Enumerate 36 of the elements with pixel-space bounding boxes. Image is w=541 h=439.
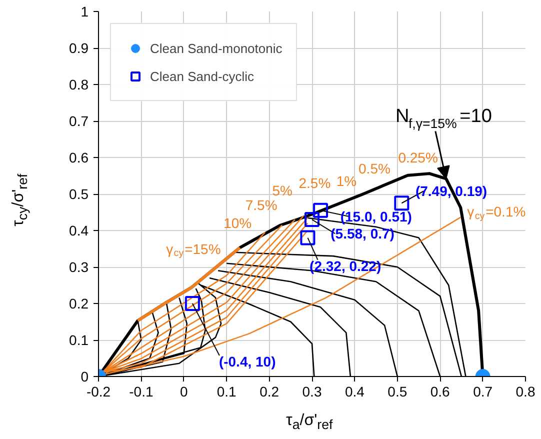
x-tick-label: 0.1 — [216, 384, 237, 400]
x-tick-label: 0.3 — [302, 384, 322, 400]
y-tick-label: 1 — [80, 4, 89, 20]
x-tick-label: -0.2 — [86, 384, 111, 400]
data-label: (7.49, 0.19) — [415, 183, 488, 200]
y-tick-label: 0.6 — [69, 150, 89, 166]
y-tick-label: 0.5 — [69, 186, 89, 202]
x-tick-label: 0.6 — [430, 384, 450, 400]
y-tick-label: 0.3 — [69, 259, 89, 275]
annotation: 7.5% — [245, 196, 278, 213]
data-label: (15.0, 0.51) — [340, 208, 412, 224]
y-tick-label: 0.1 — [69, 332, 89, 348]
annotation: 10% — [224, 215, 252, 232]
x-tick-label: -0.1 — [129, 384, 154, 400]
annotation: 5% — [272, 182, 293, 198]
x-tick-label: 0.7 — [473, 384, 493, 400]
x-tick-label: 0 — [180, 384, 188, 400]
data-label: (5.58, 0.7) — [330, 226, 394, 242]
x-axis-title: τ$_{a}$/σ'$_{ref}$ — [286, 411, 333, 434]
annotation: 0.25% — [398, 150, 438, 166]
y-tick-label: 0.9 — [69, 40, 89, 56]
legend-label: Clean Sand-monotonic — [150, 40, 282, 56]
annotation: 0.5% — [358, 160, 390, 176]
y-tick-label: 0 — [80, 368, 89, 384]
x-tick-label: 0.2 — [260, 384, 280, 400]
x-tick-label: 0.8 — [516, 384, 536, 400]
y-tick-label: 0.8 — [69, 76, 89, 92]
y-tick-label: 0.7 — [69, 113, 89, 129]
data-label: (-0.4, 10) — [218, 354, 276, 370]
y-tick-label: 0.4 — [69, 222, 89, 238]
annotation: 2.5% — [298, 175, 331, 192]
y-tick-label: 0.2 — [69, 296, 89, 312]
legend-label: Clean Sand-cyclic — [150, 68, 254, 84]
annotation: 1% — [336, 173, 357, 190]
x-tick-label: 0.4 — [344, 384, 365, 400]
x-tick-label: 0.5 — [388, 384, 408, 400]
